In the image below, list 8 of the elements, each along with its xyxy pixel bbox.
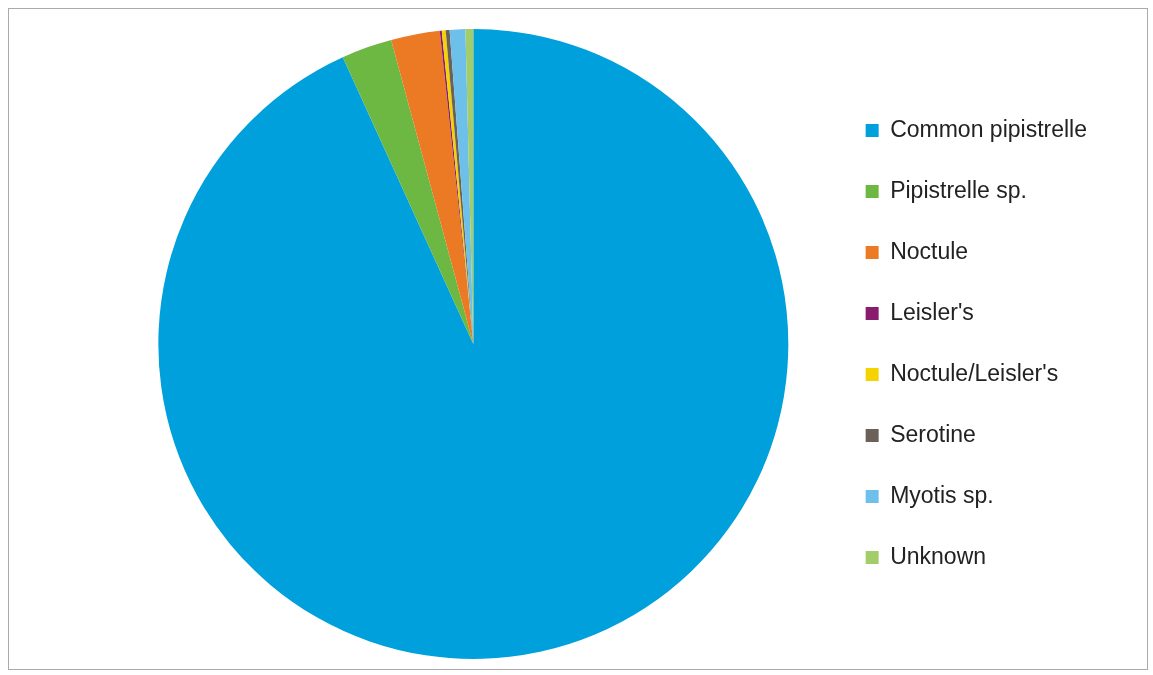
legend-label: Common pipistrelle [890,115,1088,142]
legend-label: Leisler's [890,298,974,325]
legend-label: Pipistrelle sp. [890,176,1027,203]
legend-label: Myotis sp. [890,481,994,508]
legend-label: Serotine [890,420,976,447]
legend-label: Noctule [890,237,969,264]
legend-label: Unknown [890,542,987,569]
legend-label: Noctule/Leisler's [890,359,1059,386]
